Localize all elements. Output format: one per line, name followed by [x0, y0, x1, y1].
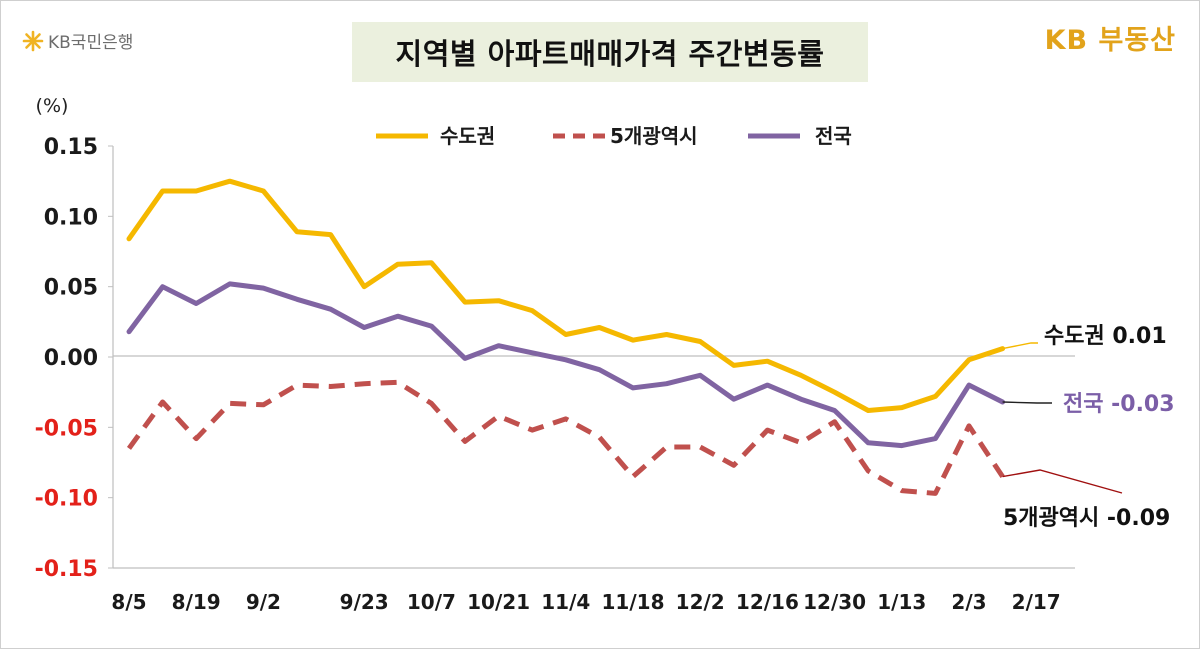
y-tick-label: -0.10: [35, 487, 98, 512]
x-tick-label: 11/18: [602, 590, 665, 614]
x-tick-label: 8/5: [111, 590, 146, 614]
y-tick-label: 0.15: [44, 135, 98, 160]
kb-bank-name: KB국민은행: [48, 33, 134, 53]
x-tick-label: 12/16: [736, 590, 799, 614]
series-end-label-1: 5개광역시 -0.09: [1003, 506, 1170, 531]
series-line-0: [126, 178, 1006, 413]
legend-label-2: 전국: [815, 124, 852, 148]
x-tick-label: 9/2: [246, 590, 281, 614]
x-tick-label: 2/3: [951, 590, 986, 614]
x-tick-label: 9/23: [340, 590, 389, 614]
y-tick-label: 0.00: [44, 346, 98, 371]
series-line-2: [126, 281, 1006, 449]
x-tick-label: 12/2: [676, 590, 725, 614]
x-tick-label: 8/19: [172, 590, 221, 614]
legend-label-0: 수도권: [440, 124, 495, 148]
series-end-label-0: 수도권 0.01: [1044, 324, 1167, 349]
callout-leader-1: [1002, 469, 1123, 494]
x-tick-label: 10/21: [467, 590, 530, 614]
kb-realestate-logo: KB 부동산: [1044, 25, 1176, 56]
x-tick-label: 2/17: [1012, 590, 1061, 614]
star-logo-icon: [22, 30, 44, 51]
y-axis-unit: (%): [36, 95, 69, 117]
callout-leader-0: [1002, 342, 1038, 350]
x-tick-label: 11/4: [541, 590, 590, 614]
legend-label-1: 5개광역시: [610, 124, 698, 148]
x-tick-label: 12/30: [803, 590, 866, 614]
series-end-label-2: 전국 -0.03: [1063, 392, 1175, 417]
chart-title-box: 지역별 아파트매매가격 주간변동률: [352, 22, 868, 82]
x-tick-label: 1/13: [877, 590, 926, 614]
chart-title: 지역별 아파트매매가격 주간변동률: [395, 37, 825, 71]
y-tick-label: 0.05: [44, 276, 98, 301]
callout-leader-2: [1002, 401, 1052, 404]
x-tick-label: 10/7: [407, 590, 456, 614]
y-tick-label: -0.15: [35, 557, 98, 582]
y-tick-label: -0.05: [35, 416, 98, 441]
series-line-1: [126, 379, 1005, 496]
kb-bank-logo: KB국민은행: [22, 28, 133, 53]
y-tick-label: 0.10: [44, 205, 98, 230]
